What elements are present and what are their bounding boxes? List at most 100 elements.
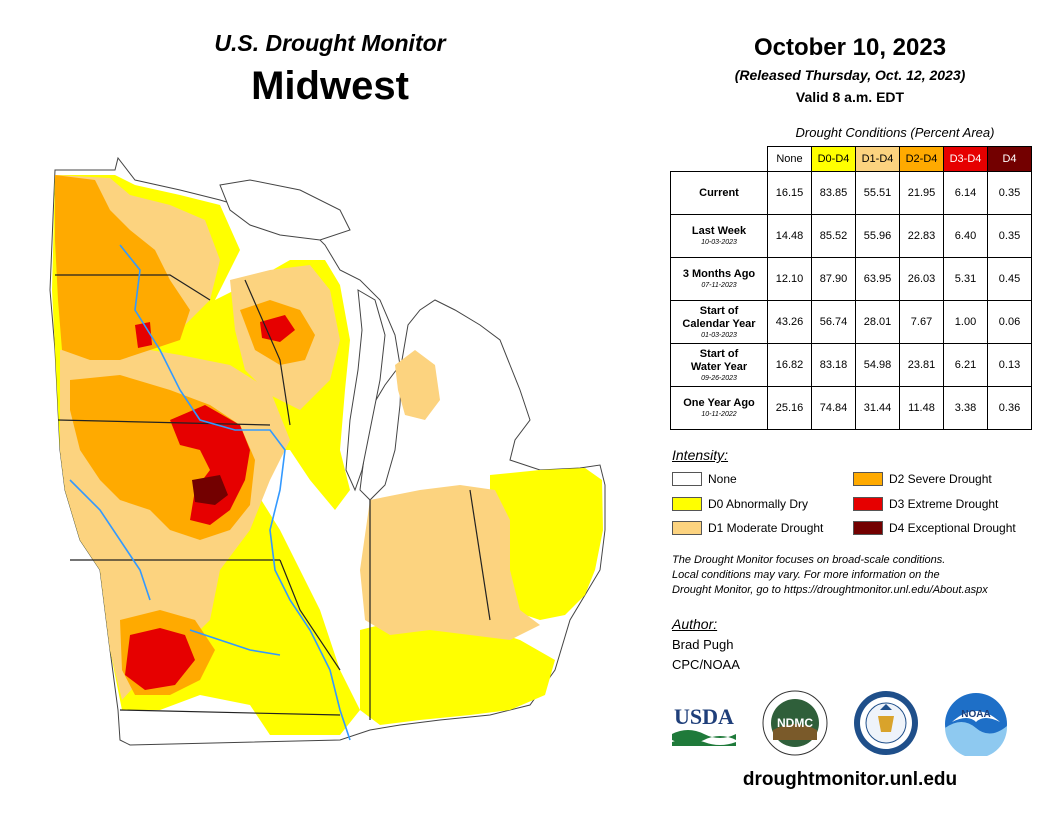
author-heading: Author:	[672, 616, 718, 632]
ndmc-logo-text: NDMC	[777, 716, 813, 730]
table-cell: 6.14	[943, 171, 988, 215]
legend-title: Intensity:	[672, 447, 729, 463]
table-cell: 87.90	[811, 257, 856, 301]
row-date: 10-03-2023	[701, 239, 737, 246]
table-cell: 63.95	[855, 257, 900, 301]
legend-swatch	[853, 497, 883, 511]
table-cell: 0.45	[987, 257, 1032, 301]
d1-moderate-drought-michigan	[395, 350, 440, 420]
d3-extreme-drought-missouri	[125, 628, 195, 690]
note-line: Drought Monitor, go to https://droughtmo…	[672, 584, 988, 596]
table-cell: 21.95	[899, 171, 944, 215]
table-cell: 55.96	[855, 214, 900, 258]
ndmc-logo: NDMC	[762, 690, 828, 756]
author-name: Brad Pugh	[672, 637, 734, 652]
d1-moderate-drought-indiana-ohio	[360, 485, 540, 640]
table-cell: 3.38	[943, 386, 988, 430]
col-header-none: None	[767, 146, 812, 172]
row-date: 10-11-2022	[701, 411, 737, 418]
map-title: Midwest	[251, 64, 409, 108]
noaa-logo-text: NOAA	[961, 709, 990, 720]
row-date: 07-11-2023	[701, 282, 737, 289]
legend-swatch	[672, 472, 702, 486]
legend-label: D0 Abnormally Dry	[708, 497, 809, 511]
usda-logo-text: USDA	[674, 704, 734, 729]
col-header-d0-d4: D0-D4	[811, 146, 856, 172]
table-cell: 74.84	[811, 386, 856, 430]
table-cell: 14.48	[767, 214, 812, 258]
table-caption: Drought Conditions (Percent Area)	[795, 125, 995, 140]
table-cell: 11.48	[899, 386, 944, 430]
disclaimer-note: The Drought Monitor focuses on broad-sca…	[672, 553, 1042, 598]
d4-exceptional-drought-iowa	[192, 475, 228, 505]
rivers	[69, 244, 351, 741]
table-cell: 0.13	[987, 343, 1032, 387]
legend-swatch	[672, 521, 702, 535]
row-date: 01-03-2023	[701, 331, 737, 339]
lake-superior	[219, 179, 351, 241]
col-header-d4: D4	[987, 146, 1032, 172]
table-row: One Year Ago 10-11-2022 25.16 74.84 31.44…	[670, 386, 1032, 430]
d0-ohio-area	[490, 468, 603, 620]
table-cell: 5.31	[943, 257, 988, 301]
table-cell: 0.35	[987, 171, 1032, 215]
table-cell: 6.21	[943, 343, 988, 387]
table-cell: 83.85	[811, 171, 856, 215]
table-corner	[671, 147, 768, 172]
table-row: Start of Water Year 09-26-2023 16.82 83.18…	[670, 343, 1032, 387]
legend-label: D2 Severe Drought	[889, 472, 992, 486]
table-cell: 7.67	[899, 300, 944, 344]
table-cell: 26.03	[899, 257, 944, 301]
legend-item-d0: D0 Abnormally Dry	[672, 497, 808, 511]
table-cell: 54.98	[855, 343, 900, 387]
note-line: Local conditions may vary. For more info…	[672, 569, 940, 581]
legend-item-d1: D1 Moderate Drought	[672, 521, 823, 535]
row-date: 09-26-2023	[701, 374, 737, 382]
table-cell: 25.16	[767, 386, 812, 430]
table-row: Start of Calendar Year 01-03-2023 43.26 56…	[670, 300, 1032, 344]
row-label: Start of Water Year 09-26-2023	[670, 343, 768, 387]
row-label: One Year Ago 10-11-2022	[670, 386, 768, 430]
legend-label: None	[708, 472, 737, 486]
noaa-logo: NOAA	[945, 693, 1008, 756]
table-cell: 56.74	[811, 300, 856, 344]
table-cell: 0.36	[987, 386, 1032, 430]
commerce-seal-logo	[854, 691, 918, 755]
legend-swatch	[853, 472, 883, 486]
state-boundaries	[55, 274, 491, 720]
author-org: CPC/NOAA	[672, 657, 740, 672]
legend-item-d4: D4 Exceptional Drought	[853, 521, 1016, 535]
row-label: 3 Months Ago 07-11-2023	[670, 257, 768, 301]
note-line: The Drought Monitor focuses on broad-sca…	[672, 554, 946, 566]
table-row: Current 16.15 83.85 55.51 21.95 6.14 0.3…	[670, 171, 1032, 215]
col-header-d3-d4: D3-D4	[943, 146, 988, 172]
legend-swatch	[672, 497, 702, 511]
table-cell: 6.40	[943, 214, 988, 258]
table-cell: 85.52	[811, 214, 856, 258]
table-cell: 0.06	[987, 300, 1032, 344]
row-label: Last Week 10-03-2023	[670, 214, 768, 258]
legend-item-d2: D2 Severe Drought	[853, 472, 992, 486]
table-header-row: None D0-D4 D1-D4 D2-D4 D3-D4 D4	[671, 146, 1032, 172]
col-header-d1-d4: D1-D4	[855, 146, 900, 172]
legend-label: D3 Extreme Drought	[889, 497, 999, 511]
table-cell: 43.26	[767, 300, 812, 344]
row-label: Current	[670, 171, 768, 215]
table-cell: 23.81	[899, 343, 944, 387]
legend-swatch	[853, 521, 883, 535]
legend-label: D4 Exceptional Drought	[889, 521, 1016, 535]
table-cell: 55.51	[855, 171, 900, 215]
table-row: Last Week 10-03-2023 14.48 85.52 55.96 22…	[670, 214, 1032, 258]
release-date: (Released Thursday, Oct. 12, 2023)	[734, 67, 966, 83]
legend-item-d3: D3 Extreme Drought	[853, 497, 998, 511]
table-cell: 16.15	[767, 171, 812, 215]
map-supertitle: U.S. Drought Monitor	[214, 30, 446, 56]
drought-stats-table: None D0-D4 D1-D4 D2-D4 D3-D4 D4 Current …	[670, 146, 1032, 430]
row-label: Start of Calendar Year 01-03-2023	[670, 300, 768, 344]
col-header-d2-d4: D2-D4	[899, 146, 944, 172]
lake-michigan	[345, 289, 386, 492]
table-cell: 0.35	[987, 214, 1032, 258]
website-link[interactable]: droughtmonitor.unl.edu	[742, 769, 958, 790]
legend-label: D1 Moderate Drought	[708, 521, 824, 535]
table-cell: 31.44	[855, 386, 900, 430]
